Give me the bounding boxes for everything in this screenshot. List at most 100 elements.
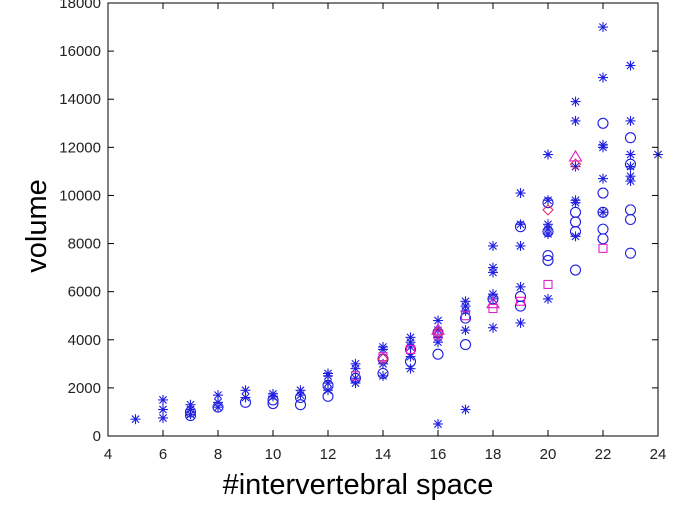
- circle-marker: [542, 250, 554, 262]
- square-marker: [598, 243, 608, 253]
- circle-marker: [624, 132, 637, 144]
- circle-marker: [542, 197, 554, 209]
- circle-marker: [239, 396, 252, 408]
- y-tick-label: 4000: [68, 332, 101, 349]
- circle-marker: [514, 300, 527, 312]
- x-tick-label: 18: [485, 446, 502, 463]
- circle-marker: [597, 223, 609, 235]
- asterisk-marker: [515, 317, 526, 328]
- x-tick-label: 12: [320, 446, 337, 463]
- asterisk-marker: [625, 161, 636, 172]
- asterisk-marker: [598, 207, 608, 218]
- x-tick-label: 8: [214, 446, 222, 463]
- asterisk-marker: [515, 188, 526, 199]
- triangle-marker: [431, 323, 445, 335]
- square-marker: [350, 371, 361, 381]
- square-marker: [405, 344, 416, 354]
- y-tick-label: 16000: [59, 43, 101, 60]
- circle-marker: [294, 391, 307, 404]
- x-tick-label: 14: [375, 446, 392, 463]
- circle-marker: [624, 213, 637, 226]
- square-marker: [515, 296, 526, 306]
- data-points: [130, 22, 663, 429]
- circle-marker: [487, 293, 499, 305]
- asterisk-marker: [625, 115, 636, 126]
- diamond-marker: [432, 326, 444, 339]
- asterisk-marker: [625, 60, 636, 71]
- x-tick-label: 16: [430, 446, 447, 463]
- circle-marker: [542, 254, 554, 266]
- y-tick-label: 10000: [59, 187, 101, 204]
- circle-marker: [624, 158, 637, 170]
- y-tick-label: 18000: [59, 0, 101, 12]
- circle-marker: [404, 343, 417, 355]
- square-marker: [488, 303, 498, 314]
- circle-marker: [597, 206, 609, 218]
- y-tick-label: 8000: [68, 236, 101, 253]
- asterisk-marker: [323, 370, 333, 381]
- y-tick-label: 6000: [68, 284, 101, 301]
- asterisk-marker: [543, 149, 553, 160]
- asterisk-marker: [543, 195, 553, 206]
- circle-marker: [569, 264, 582, 276]
- asterisk-marker: [433, 418, 443, 429]
- circle-marker: [267, 394, 279, 406]
- asterisk-marker: [598, 173, 608, 184]
- asterisk-marker: [460, 404, 471, 415]
- asterisk-marker: [295, 390, 306, 401]
- circle-marker: [459, 312, 472, 324]
- x-tick-label: 10: [265, 446, 282, 463]
- asterisk-marker: [158, 412, 168, 423]
- circle-marker: [322, 390, 334, 402]
- circle-marker: [514, 221, 527, 233]
- asterisk-marker: [488, 267, 498, 278]
- asterisk-marker: [213, 402, 223, 413]
- x-tick-label: 4: [104, 446, 112, 463]
- x-axis-label: #intervertebral space: [223, 469, 494, 501]
- x-tick-label: 22: [595, 446, 612, 463]
- asterisk-marker: [158, 404, 168, 415]
- diamond-marker: [569, 158, 582, 170]
- asterisk-marker: [598, 22, 608, 33]
- y-tick-label: 12000: [59, 139, 101, 156]
- asterisk-marker: [515, 281, 526, 292]
- triangle-marker: [486, 296, 500, 309]
- asterisk-marker: [570, 115, 581, 126]
- asterisk-marker: [625, 176, 636, 187]
- asterisk-marker: [570, 96, 581, 107]
- circle-marker: [597, 187, 609, 199]
- asterisk-marker: [378, 370, 388, 381]
- square-marker: [460, 311, 471, 321]
- circle-marker: [184, 410, 197, 422]
- y-tick-label: 2000: [68, 380, 101, 397]
- diamond-marker: [542, 204, 554, 216]
- asterisk-marker: [515, 240, 526, 251]
- asterisk-marker: [543, 293, 553, 304]
- y-tick-label: 14000: [59, 91, 101, 108]
- circle-marker: [569, 225, 582, 238]
- circle-marker: [212, 401, 224, 413]
- asterisk-marker: [158, 394, 168, 405]
- asterisk-marker: [598, 72, 608, 83]
- circle-marker: [184, 406, 197, 418]
- circle-marker: [459, 339, 472, 351]
- asterisk-marker: [130, 414, 141, 425]
- circle-marker: [432, 348, 444, 360]
- circle-marker: [624, 204, 637, 216]
- asterisk-marker: [488, 322, 498, 333]
- asterisk-marker: [625, 149, 636, 160]
- x-tick-label: 24: [650, 446, 667, 463]
- asterisk-marker: [598, 142, 608, 153]
- asterisk-marker: [488, 240, 498, 251]
- asterisk-marker: [460, 325, 471, 336]
- circle-marker: [404, 355, 417, 367]
- circle-marker: [542, 225, 554, 238]
- square-marker: [378, 352, 388, 362]
- diamond-marker: [377, 353, 389, 365]
- asterisk-marker: [515, 219, 526, 230]
- asterisk-marker: [543, 228, 553, 239]
- circle-marker: [624, 247, 637, 259]
- circle-marker: [569, 216, 582, 228]
